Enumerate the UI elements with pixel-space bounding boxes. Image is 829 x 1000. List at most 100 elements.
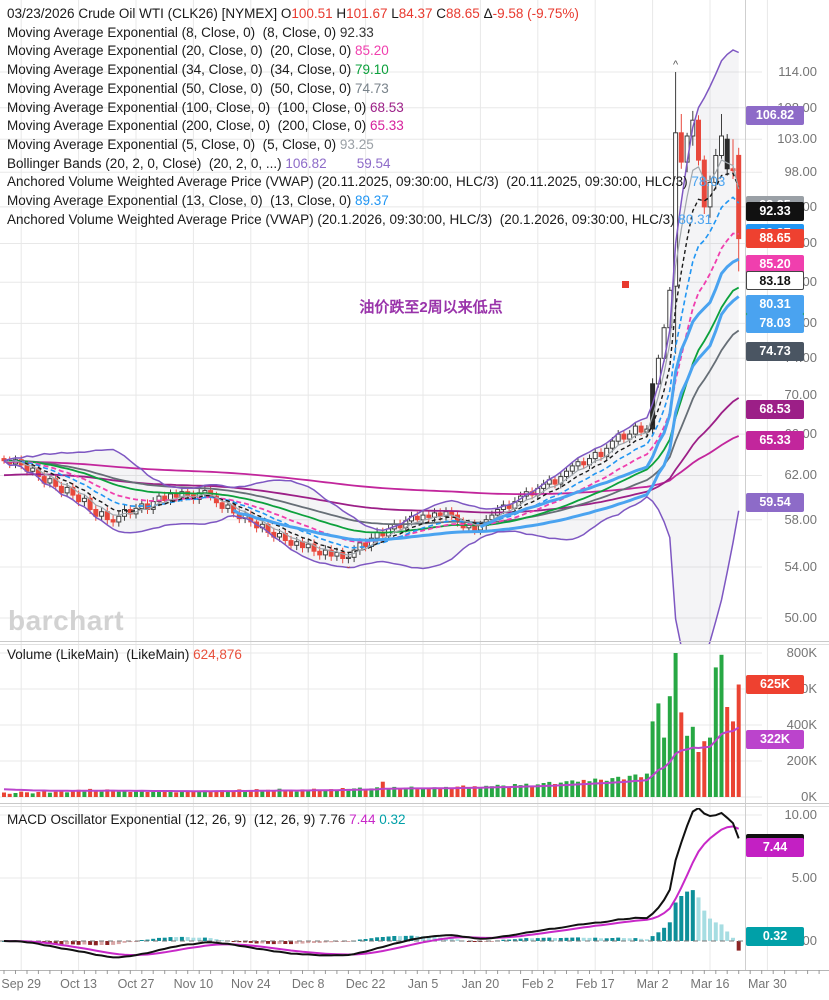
- legend-text-segment: 92.33: [339, 24, 374, 40]
- ema-34-line: [3, 286, 740, 534]
- legend-row-vwap-jan[interactable]: Anchored Volume Weighted Average Price (…: [7, 211, 712, 229]
- low-caret-marker: ˇ: [347, 565, 351, 577]
- price-tick-70.00: 70.00: [784, 387, 817, 403]
- value-badge-74.73: 74.73: [746, 342, 804, 362]
- legend-row-ema-34[interactable]: Moving Average Exponential (34, Close, 0…: [7, 61, 389, 79]
- legend-row-ema-100[interactable]: Moving Average Exponential (100, Close, …: [7, 99, 404, 117]
- value-badge-0.32: 0.32: [746, 927, 804, 947]
- legend-text-segment: 80.31: [678, 211, 713, 227]
- legend-text-segment: Bollinger Bands (20, 2, 0, Close) (20, 2…: [7, 155, 286, 171]
- value-badge-625K: 625K: [746, 675, 804, 694]
- legend-row-ema-50[interactable]: Moving Average Exponential (50, Close, 0…: [7, 80, 389, 98]
- vwap-line-1: [479, 257, 740, 529]
- legend-row-ema-8[interactable]: Moving Average Exponential (8, Close, 0)…: [7, 24, 374, 42]
- legend-text-segment: [327, 156, 357, 171]
- legend-row-ema-20[interactable]: Moving Average Exponential (20, Close, 0…: [7, 42, 389, 60]
- volume-tick-0K: 0K: [801, 789, 817, 804]
- date-label-Oct-13: Oct 13: [60, 977, 98, 991]
- price-tick-50.00: 50.00: [784, 610, 817, 625]
- macd-line: [3, 808, 740, 959]
- legend-text-segment: 0.32: [379, 812, 406, 827]
- legend-text-segment: MACD Oscillator Exponential (12, 26, 9) …: [7, 812, 320, 827]
- value-badge-92.33: 92.33: [746, 202, 804, 222]
- volume-tick-200K: 200K: [786, 753, 817, 768]
- legend-text-segment: 03/23/2026 Crude Oil WTI (CLK26) [NYMEX]: [7, 6, 281, 21]
- ema-8-line: [3, 172, 740, 554]
- legend-text-segment: Moving Average Exponential (34, Close, 0…: [7, 62, 355, 78]
- value-badge-7.44: 7.44: [746, 837, 804, 857]
- date-label-Dec-22: Dec 22: [345, 977, 386, 991]
- date-label-Sep-29: Sep 29: [1, 977, 41, 991]
- bb-lower-line: [3, 460, 740, 645]
- legend-text-segment: 84.37: [398, 6, 437, 21]
- date-label-Mar-16: Mar 16: [690, 977, 730, 991]
- legend-text-segment: 93.25: [339, 136, 374, 152]
- legend-text-segment: Moving Average Exponential (8, Close, 0)…: [7, 24, 340, 40]
- ema-50-line: [3, 329, 740, 526]
- watermark-logo: barchart: [8, 605, 125, 636]
- volume-tick-800K: 800K: [786, 645, 817, 660]
- legend-row-volume[interactable]: Volume (LikeMain) (LikeMain) 624,876: [7, 646, 242, 664]
- legend-row-ema-5[interactable]: Moving Average Exponential (5, Close, 0)…: [7, 136, 374, 154]
- price-tick-58.00: 58.00: [784, 511, 817, 527]
- legend-row-macd[interactable]: MACD Oscillator Exponential (12, 26, 9) …: [7, 811, 405, 829]
- legend-text-segment: Moving Average Exponential (100, Close, …: [7, 99, 370, 115]
- ema-20-line: [3, 232, 739, 544]
- legend-text-segment: 106.82: [285, 155, 327, 171]
- legend-text-segment: 59.54: [356, 155, 391, 171]
- bb-upper-line: [3, 49, 740, 532]
- legend-text-segment: 100.51: [291, 6, 337, 21]
- gridlines: [0, 0, 768, 970]
- legend-text-segment: 7.76: [319, 812, 350, 827]
- legend-text-segment: O: [280, 6, 292, 21]
- value-badge-88.65: 88.65: [746, 229, 804, 249]
- value-badge-85.20: 85.20: [746, 255, 804, 275]
- price-tick-114.00: 114.00: [778, 64, 817, 79]
- legend-row-vwap-nov[interactable]: Anchored Volume Weighted Average Price (…: [7, 173, 725, 191]
- price-tick-62.00: 62.00: [784, 467, 817, 483]
- event-marker: [622, 281, 629, 288]
- legend-row-ema-13[interactable]: Moving Average Exponential (13, Close, 0…: [7, 192, 389, 210]
- date-label-Dec-8: Dec 8: [291, 977, 325, 991]
- chart-annotation: 油价跌至2周以来低点: [359, 299, 503, 316]
- overlay-lines: [3, 49, 740, 645]
- date-label-Jan-20: Jan 20: [461, 977, 500, 991]
- legend-row-bollinger[interactable]: Bollinger Bands (20, 2, 0, Close) (20, 2…: [7, 155, 391, 173]
- macd-tick-5.00: 5.00: [791, 870, 817, 885]
- price-tick-54.00: 54.00: [784, 559, 817, 574]
- legend-text-segment: 624,876: [193, 647, 242, 662]
- macd-tick-10.00: 10.00: [784, 807, 817, 822]
- volume-tick-400K: 400K: [786, 717, 817, 732]
- date-label-Nov-24: Nov 24: [230, 977, 271, 991]
- volume-bars-layer: [2, 653, 741, 797]
- date-label-Jan-5: Jan 5: [407, 977, 439, 991]
- high-caret-marker: ^: [673, 59, 679, 71]
- vwap-line-0: [232, 295, 740, 542]
- legend-row-ema-200[interactable]: Moving Average Exponential (200, Close, …: [7, 117, 404, 135]
- date-label-Mar-30: Mar 30: [747, 977, 787, 991]
- legend-text-segment: 78.03: [691, 174, 726, 190]
- value-badge-83.18: 83.18: [746, 271, 804, 291]
- symbol-ohlc-row: 03/23/2026 Crude Oil WTI (CLK26) [NYMEX]…: [7, 5, 579, 23]
- value-badge-322K: 322K: [746, 729, 804, 749]
- legend-text-segment: 85.20: [354, 43, 389, 59]
- value-badge-65.33: 65.33: [746, 431, 804, 451]
- date-label-Oct-27: Oct 27: [117, 977, 155, 991]
- legend-text-segment: C: [436, 6, 447, 21]
- date-label-Feb-2: Feb 2: [521, 977, 554, 991]
- legend-text-segment: Moving Average Exponential (13, Close, 0…: [7, 193, 355, 208]
- legend-text-segment: Moving Average Exponential (5, Close, 0)…: [7, 136, 340, 152]
- legend-text-segment: 79.10: [354, 62, 389, 78]
- date-label-Nov-10: Nov 10: [173, 977, 214, 991]
- value-badge-59.54: 59.54: [746, 492, 804, 512]
- legend-text-segment: Volume (LikeMain) (LikeMain): [7, 647, 194, 662]
- value-badge-106.82: 106.82: [746, 105, 804, 125]
- legend-text-segment: Anchored Volume Weighted Average Price (…: [7, 174, 692, 190]
- macd-signal-line: [3, 825, 740, 957]
- date-label-Feb-17: Feb 17: [575, 977, 615, 991]
- legend-text-segment: 74.73: [354, 80, 389, 96]
- ema-5-line: [3, 159, 740, 556]
- legend-text-segment: 65.33: [369, 118, 404, 134]
